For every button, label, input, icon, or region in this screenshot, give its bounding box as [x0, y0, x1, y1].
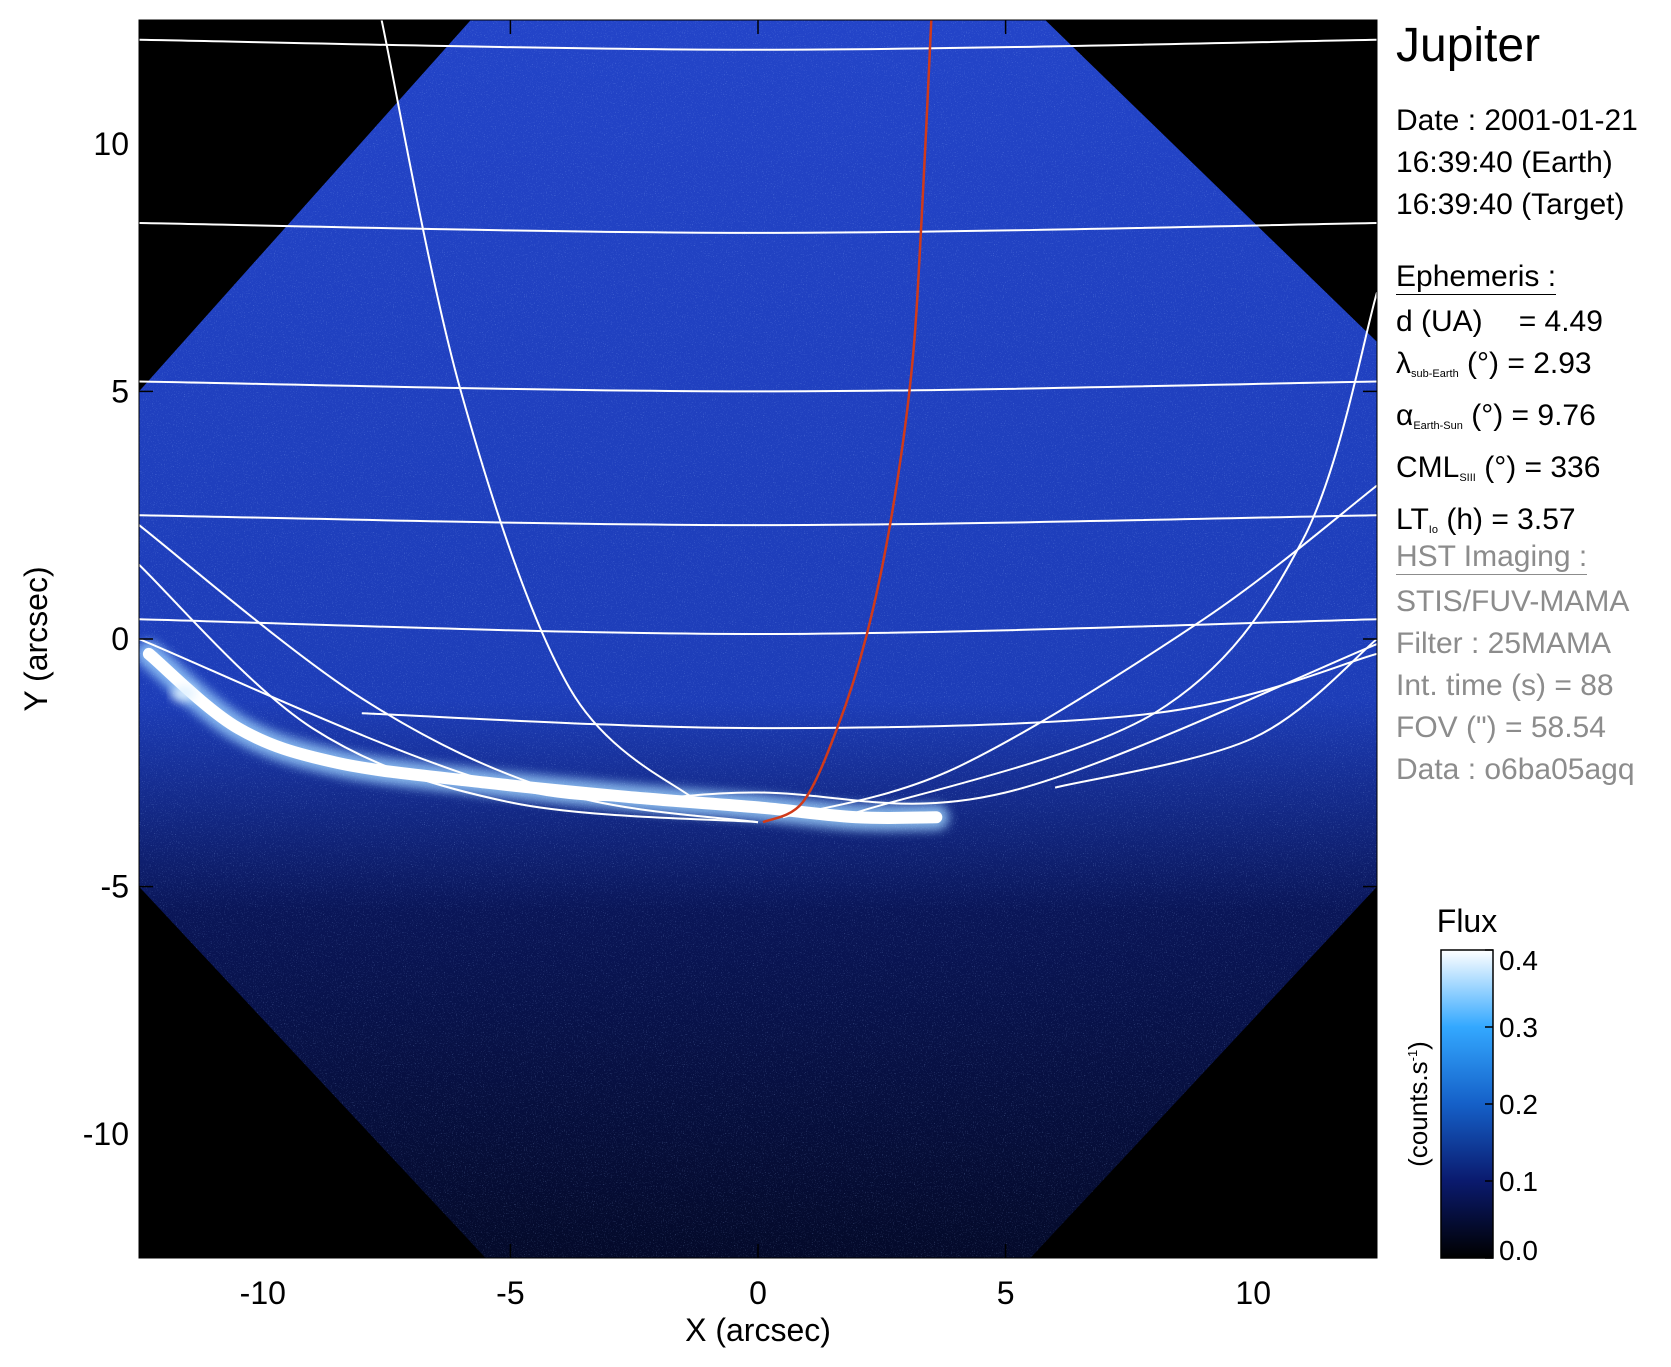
y-tick-label: 0 — [111, 621, 129, 657]
ephemeris-block: Ephemeris : d (UA) = 4.49 λsub-Earth (°) … — [1396, 256, 1603, 551]
lt-symbol: LT — [1396, 503, 1429, 536]
hst-integration-time: Int. time (s) = 88 — [1396, 669, 1614, 702]
hst-fov: FOV (") = 58.54 — [1396, 711, 1606, 744]
observation-date: Date : 2001-01-21 — [1396, 104, 1638, 137]
colorbar-tick-label: 0.1 — [1499, 1166, 1538, 1197]
colorbar-unit-label: (counts.s-1) — [1403, 1041, 1433, 1167]
cml-value: (°) = 336 — [1484, 451, 1601, 484]
longitude-line — [380, 20, 700, 804]
colorbar-unit-close: ) — [1403, 1041, 1433, 1050]
ephemeris-cml: CMLSIII (°) = 336 — [1396, 447, 1603, 499]
lambda-value: (°) = 2.93 — [1467, 347, 1592, 380]
aurora-main-oval — [142, 647, 943, 825]
lambda-subscript: sub-Earth — [1411, 368, 1459, 380]
x-tick-label: 10 — [1235, 1275, 1271, 1311]
distance-value: = 4.49 — [1518, 305, 1603, 338]
distance-label: d (UA) — [1396, 305, 1483, 338]
latitude-line — [139, 514, 1377, 527]
longitude-line — [139, 563, 759, 824]
hst-header: HST Imaging : — [1396, 540, 1588, 575]
colorbar-tick-label: 0.0 — [1499, 1235, 1538, 1266]
lambda-symbol: λ — [1396, 347, 1411, 380]
ephemeris-local-time: LTIo (h) = 3.57 — [1396, 499, 1603, 551]
longitude-line — [139, 524, 759, 824]
lt-subscript: Io — [1428, 524, 1438, 536]
ephemeris-phase-angle: αEarth-Sun (°) = 9.76 — [1396, 395, 1603, 447]
hst-imaging-block: HST Imaging : STIS/FUV-MAMA Filter : 25M… — [1396, 536, 1635, 791]
detector-noise — [139, 20, 1377, 1258]
colorbar-tick-label: 0.2 — [1499, 1089, 1538, 1120]
alpha-symbol: α — [1396, 399, 1414, 432]
x-tick-label: -5 — [496, 1275, 524, 1311]
y-axis-ticks: -10 -5 0 5 10 — [83, 126, 1377, 1152]
colorbar-unit-base: (counts.s — [1403, 1061, 1433, 1167]
colorbar-unit-exponent: -1 — [1405, 1050, 1420, 1062]
y-tick-label: 10 — [93, 126, 129, 162]
colorbar-tick-label: 0.4 — [1499, 945, 1538, 976]
x-tick-label: -10 — [240, 1275, 286, 1311]
colorbar-title: Flux — [1437, 903, 1497, 939]
x-axis-label: X (arcsec) — [685, 1312, 831, 1348]
target-name: Jupiter — [1396, 19, 1541, 72]
latitude-line — [139, 222, 1377, 234]
cml-subscript: SIII — [1459, 472, 1476, 484]
longitude-line — [856, 292, 1377, 814]
latitude-line — [139, 618, 1377, 636]
hst-instrument: STIS/FUV-MAMA — [1396, 585, 1630, 618]
latitude-line — [139, 380, 1377, 393]
longitude-line — [1054, 638, 1377, 789]
cml-symbol: CML — [1396, 451, 1460, 484]
latitude-line — [361, 652, 1377, 730]
hst-data-id: Data : o6ba05agq — [1396, 753, 1635, 786]
colorbar-ticks: 0.0 0.1 0.2 0.3 0.4 — [1485, 945, 1538, 1266]
time-target: 16:39:40 (Target) — [1396, 188, 1625, 221]
latitude-line — [139, 38, 1377, 51]
ephemeris-sub-earth: λsub-Earth (°) = 2.93 — [1396, 343, 1603, 395]
aurora-emission — [139, 640, 950, 832]
aurora-spot — [171, 686, 196, 701]
colorbar-tick-label: 0.3 — [1499, 1012, 1538, 1043]
alpha-subscript: Earth-Sun — [1413, 420, 1463, 432]
colorbar — [1440, 949, 1494, 1259]
longitude-line — [782, 484, 1377, 819]
time-earth: 16:39:40 (Earth) — [1396, 146, 1613, 179]
x-axis-ticks: -10 -5 0 5 10 — [240, 20, 1271, 1311]
planetographic-grid — [139, 20, 1377, 824]
io-footprint-line — [762, 20, 933, 824]
latitude-line — [139, 638, 1377, 805]
y-tick-label: -5 — [101, 869, 129, 905]
ephemeris-distance: d (UA) = 4.49 — [1396, 301, 1603, 343]
alpha-value: (°) = 9.76 — [1471, 399, 1596, 432]
ephemeris-header: Ephemeris : — [1396, 260, 1557, 295]
lt-value: (h) = 3.57 — [1446, 503, 1576, 536]
observation-date-block: Date : 2001-01-21 16:39:40 (Earth) 16:39… — [1396, 100, 1638, 226]
y-tick-label: 5 — [111, 373, 129, 409]
hst-filter: Filter : 25MAMA — [1396, 627, 1612, 660]
x-tick-label: 0 — [749, 1275, 767, 1311]
y-axis-label: Y (arcsec) — [18, 566, 54, 711]
x-tick-label: 5 — [997, 1275, 1015, 1311]
y-tick-label: -10 — [83, 1116, 129, 1152]
